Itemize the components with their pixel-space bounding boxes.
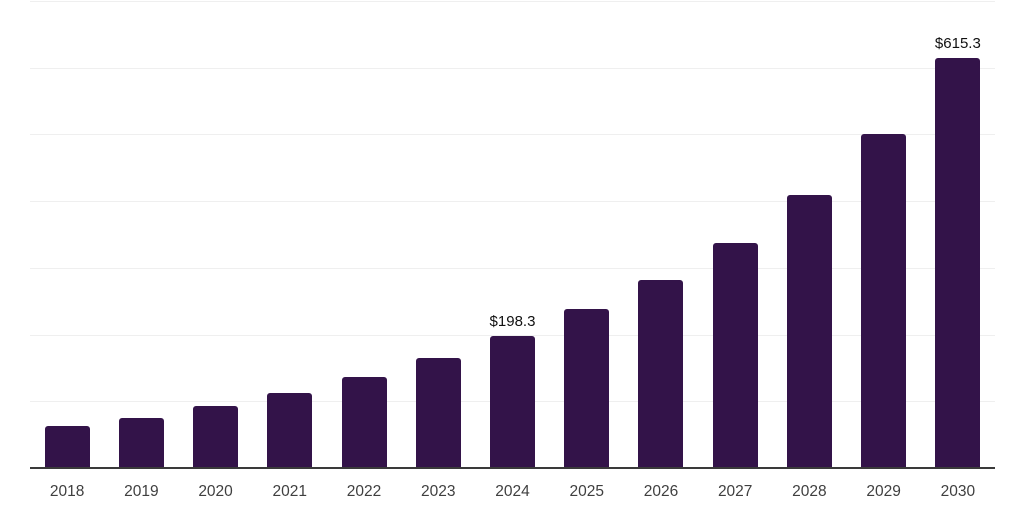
gridline-200 xyxy=(30,334,995,336)
bar-2018 xyxy=(44,425,90,468)
gridline-300 xyxy=(30,267,995,269)
x-tick-2027: 2027 xyxy=(717,483,753,500)
x-tick-2026: 2026 xyxy=(643,483,679,500)
x-tick-2024: 2024 xyxy=(495,483,530,500)
x-tick-2021: 2021 xyxy=(272,483,308,500)
bar-2029 xyxy=(861,134,907,468)
gridline-500 xyxy=(30,134,995,136)
x-tick-2030: 2030 xyxy=(940,483,976,500)
bar-2021 xyxy=(267,392,313,468)
value-label-2024: $198.3 xyxy=(489,312,536,330)
x-tick-2020: 2020 xyxy=(198,483,233,500)
gridline-600 xyxy=(30,67,995,69)
bar-2027 xyxy=(712,242,758,468)
x-tick-2019: 2019 xyxy=(124,483,159,500)
bar-2019 xyxy=(118,417,164,468)
bar-2020 xyxy=(193,405,239,468)
x-tick-2025: 2025 xyxy=(569,483,604,500)
x-tick-2022: 2022 xyxy=(346,483,382,500)
x-tick-2018: 2018 xyxy=(49,483,85,500)
x-tick-2023: 2023 xyxy=(421,483,456,500)
x-axis-line xyxy=(30,467,995,469)
bar-2028 xyxy=(786,195,832,468)
bar-2023 xyxy=(415,357,461,468)
bar-2024 xyxy=(490,335,535,468)
bar-2025 xyxy=(564,309,610,468)
bar-2022 xyxy=(341,377,387,468)
x-tick-2029: 2029 xyxy=(866,483,901,500)
gridline-400 xyxy=(30,201,995,203)
gridline-700 xyxy=(30,1,995,2)
x-tick-2028: 2028 xyxy=(792,483,827,500)
value-label-2030: $615.3 xyxy=(934,34,981,52)
bar-2030 xyxy=(935,57,981,468)
bar-2026 xyxy=(638,279,684,468)
